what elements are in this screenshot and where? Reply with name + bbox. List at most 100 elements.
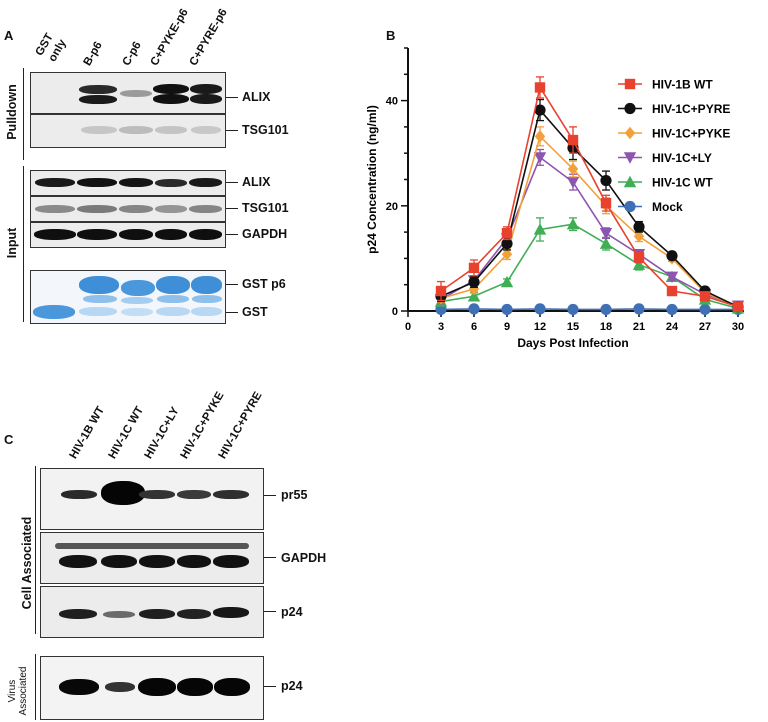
data-point-hiv-1c-wt	[566, 218, 580, 230]
blot-input-alix	[30, 170, 226, 196]
label-input-tsg101: TSG101	[242, 201, 289, 215]
series-line-hiv-1b-wt	[440, 85, 739, 308]
x-tick-label: 21	[633, 321, 645, 333]
data-point-mock	[501, 303, 513, 316]
legend-marker	[624, 126, 636, 140]
blot-pr55	[40, 468, 264, 530]
x-tick-label: 0	[405, 321, 411, 333]
data-point-hiv-1b-wt	[633, 252, 645, 263]
data-point-hiv-1b-wt	[666, 285, 678, 297]
legend-marker	[624, 102, 636, 115]
lane-label-hiv1c-ly: HIV-1C+LY	[143, 405, 182, 461]
tick-pulldown-tsg101	[226, 130, 238, 131]
x-tick-label: 9	[504, 321, 510, 333]
lane-label-c-pyre-p6-text: C+PYRE-p6	[187, 6, 230, 68]
lane-label-hiv1c-wt-text: HIV-1C WT	[106, 404, 147, 461]
data-point-hiv-1c-wt	[533, 223, 547, 235]
data-point-hiv-1c-pyke	[567, 162, 579, 176]
legend-label: HIV-1C WT	[652, 176, 713, 190]
tick-pr55	[264, 495, 276, 496]
label-c-p24-virus: p24	[281, 679, 303, 693]
data-point-hiv-1b-wt	[501, 227, 513, 239]
panel-c-letter: C	[4, 432, 14, 447]
x-tick-label: 6	[471, 321, 477, 333]
series-line-hiv-1c-ly	[440, 156, 739, 307]
data-point-hiv-1c-wt	[500, 275, 514, 288]
data-point-hiv-1c-ly	[665, 271, 679, 284]
tick-input-tsg101	[226, 208, 238, 209]
data-point-hiv-1b-wt	[534, 82, 546, 93]
lane-label-hiv1b-wt: HIV-1B WT	[68, 405, 107, 461]
legend-marker	[624, 78, 636, 90]
tick-c-p24-cell	[264, 611, 276, 612]
lane-label-c-pyke-p6: C+PYKE-p6	[149, 7, 191, 68]
lane-label-c-p6-text: C-p6	[120, 39, 144, 68]
p24-line-chart: 0 20 40 0 3 6 9 12 15 18 21 24 27 30 Days Post Infecti…	[365, 47, 745, 350]
y-tick-label: 20	[386, 201, 398, 213]
lane-label-hiv1c-wt: HIV-1C WT	[107, 405, 146, 461]
data-point-hiv-1c-pyre	[468, 276, 480, 288]
legend-label: HIV-1C+PYRE	[652, 102, 730, 116]
data-point-hiv-1b-wt	[600, 197, 612, 209]
panel-a-letter: A	[4, 28, 14, 43]
blot-gst-coomassie	[30, 270, 226, 324]
cell-associated-bracket	[35, 466, 36, 634]
pulldown-label: Pulldown	[5, 84, 19, 140]
virus-associated-label: Virus Associated	[7, 661, 29, 721]
label-pulldown-tsg101: TSG101	[242, 123, 289, 137]
label-input-alix: ALIX	[242, 175, 271, 189]
series-line-hiv-1c-wt	[440, 223, 739, 310]
data-point-hiv-1c-pyre	[534, 104, 546, 116]
series-line-hiv-1c-pyke	[440, 134, 739, 308]
label-pulldown-alix: ALIX	[242, 90, 271, 104]
label-pr55: pr55	[281, 488, 308, 502]
blot-input-tsg101	[30, 196, 226, 222]
lane-label-hiv1b-wt-text: HIV-1B WT	[67, 404, 108, 461]
label-gst: GST	[242, 305, 268, 319]
tick-gst	[226, 312, 238, 313]
label-input-gapdh: GAPDH	[242, 227, 288, 241]
cell-associated-label: Cell Associated	[20, 516, 34, 610]
data-point-hiv-1c-ly	[566, 176, 580, 189]
input-bracket	[23, 166, 24, 322]
legend-label: Mock	[652, 200, 683, 214]
lane-label-b-p6: B-p6	[82, 40, 105, 68]
tick-input-alix	[226, 182, 238, 183]
data-point-mock	[600, 303, 612, 316]
data-point-hiv-1b-wt	[567, 134, 579, 146]
y-tick-label: 0	[392, 306, 398, 318]
data-point-hiv-1c-pyre	[501, 238, 513, 250]
label-c-p24-cell: p24	[281, 605, 303, 619]
data-point-hiv-1b-wt	[468, 262, 480, 274]
lane-label-c-p6: C-p6	[121, 40, 144, 68]
tick-input-gapdh	[226, 234, 238, 235]
y-axis-label: p24 Concentration (ng/ml)	[365, 105, 379, 254]
input-label: Input	[5, 227, 19, 259]
data-point-hiv-1c-wt	[467, 290, 481, 302]
data-point-hiv-1c-pyre	[666, 250, 678, 262]
data-point-hiv-1c-ly	[533, 152, 547, 164]
data-point-hiv-1b-wt	[699, 291, 711, 302]
data-point-hiv-1c-pyke	[633, 230, 645, 243]
series-line-hiv-1c-pyre	[440, 108, 739, 308]
legend-marker	[623, 175, 637, 188]
lane-label-b-p6-text: B-p6	[81, 39, 105, 68]
tick-gst-p6	[226, 284, 238, 285]
data-point-hiv-1c-pyke	[534, 130, 546, 143]
legend-label: HIV-1C+PYKE	[652, 127, 730, 141]
data-point-mock	[633, 303, 645, 315]
x-tick-label: 3	[438, 321, 444, 333]
data-point-hiv-1c-pyre	[600, 174, 612, 187]
blot-c-gapdh	[40, 532, 264, 584]
data-point-mock	[699, 303, 711, 316]
data-point-hiv-1c-pyre	[633, 221, 645, 233]
x-tick-label: 18	[600, 321, 612, 333]
legend-label: HIV-1B WT	[652, 78, 713, 92]
label-gst-p6: GST p6	[242, 277, 286, 291]
tick-c-gapdh	[264, 557, 276, 558]
data-point-hiv-1c-ly	[599, 227, 613, 240]
x-tick-label: 12	[534, 321, 546, 333]
pulldown-bracket	[23, 68, 24, 160]
data-point-mock	[666, 303, 678, 316]
data-point-hiv-1c-wt	[632, 258, 646, 270]
